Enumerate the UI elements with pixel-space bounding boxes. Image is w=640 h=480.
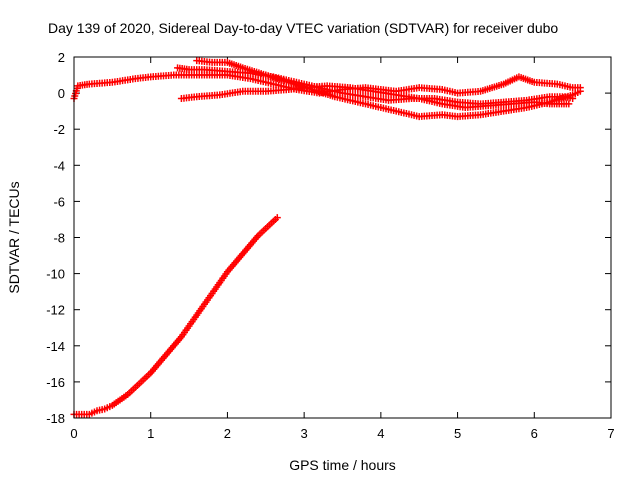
data-points: [70, 57, 584, 418]
y-tick-label: -14: [46, 339, 65, 354]
x-tick-label: 7: [607, 426, 614, 441]
y-axis-label: SDTVAR / TECUs: [6, 181, 22, 293]
x-axis-ticks: 0 1 2 3 4 5 6 7: [70, 57, 615, 441]
data-point: [576, 87, 584, 95]
chart-title: Day 139 of 2020, Sidereal Day-to-day VTE…: [48, 20, 558, 36]
x-tick-label: 2: [224, 426, 231, 441]
x-axis-label: GPS time / hours: [289, 457, 396, 473]
series-track-c: [193, 57, 584, 121]
series-track-steep: [70, 214, 281, 418]
y-tick-label: -6: [53, 194, 65, 209]
y-tick-label: -12: [46, 303, 65, 318]
x-tick-label: 4: [377, 426, 384, 441]
x-tick-label: 6: [531, 426, 538, 441]
y-tick-label: -16: [46, 375, 65, 390]
y-axis-ticks: -18 -16 -14 -12 -10 -8 -6 -4 -2 0 2: [46, 50, 611, 426]
y-tick-label: -8: [53, 231, 65, 246]
data-point: [273, 214, 281, 222]
x-tick-label: 3: [301, 426, 308, 441]
y-tick-label: 2: [58, 50, 65, 65]
x-tick-label: 5: [454, 426, 461, 441]
x-tick-label: 0: [70, 426, 77, 441]
y-tick-label: -18: [46, 411, 65, 426]
data-point: [565, 100, 573, 108]
plot-frame: [73, 56, 612, 419]
y-tick-label: -4: [53, 158, 65, 173]
y-tick-label: 0: [58, 86, 65, 101]
y-tick-label: -2: [53, 122, 65, 137]
series-track-d: [177, 82, 573, 112]
x-tick-label: 1: [147, 426, 154, 441]
y-tick-label: -10: [46, 267, 65, 282]
